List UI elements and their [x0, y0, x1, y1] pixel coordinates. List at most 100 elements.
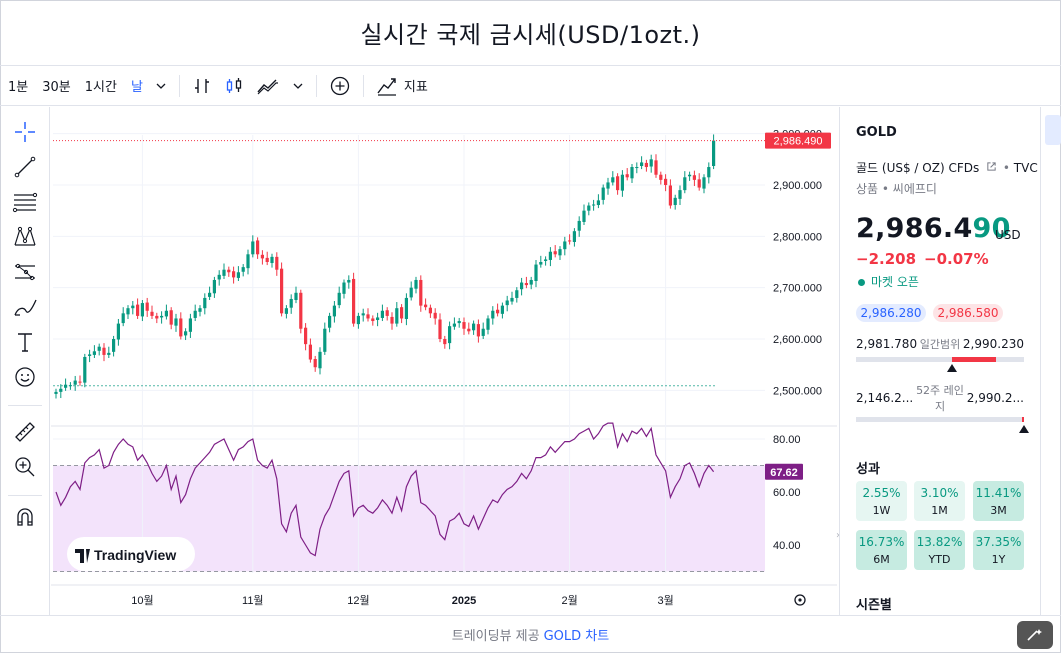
theme-toggle-icon[interactable] [1017, 621, 1053, 649]
candle-body [678, 190, 682, 199]
pattern-icon[interactable] [10, 222, 40, 252]
drawing-toolbar [0, 107, 50, 615]
price-chart[interactable]: 3,000.0002,900.0002,800.0002,700.0002,60… [51, 107, 837, 615]
candle-body [145, 302, 149, 311]
candle-body [496, 309, 500, 314]
chart-type-dropdown-icon[interactable] [286, 66, 310, 105]
candle-body [712, 140, 716, 167]
interval-30m-button[interactable]: 30분 [42, 80, 71, 95]
external-link-icon[interactable] [986, 161, 997, 172]
fib-icon[interactable] [10, 187, 40, 217]
candle-body [102, 347, 106, 355]
candle-body [544, 259, 548, 261]
footer-link[interactable]: GOLD 차트 [543, 629, 610, 644]
candle-body [587, 205, 591, 211]
candle-body [164, 310, 168, 317]
magnet-icon[interactable] [10, 502, 40, 532]
perf-value: 11.41% [975, 486, 1022, 500]
time-tick-label: 12월 [347, 594, 369, 607]
bar-chart-icon[interactable] [186, 66, 218, 105]
perf-1y[interactable]: 37.35% 1Y [973, 530, 1024, 570]
brush-icon[interactable] [10, 292, 40, 322]
tradingview-logo-icon [75, 549, 90, 563]
candle-body [174, 318, 178, 326]
indicators-label: 지표 [403, 80, 428, 95]
candle-body [304, 327, 308, 345]
candle-body [500, 305, 504, 314]
rsi-line [55, 422, 715, 557]
interval-day-button[interactable]: 날 [130, 80, 143, 95]
candle-body [606, 182, 610, 189]
perf-1m[interactable]: 3.10% 1M [914, 481, 965, 521]
candle-body [212, 279, 216, 294]
toolbar-divider [315, 74, 317, 97]
candle-body [462, 322, 466, 329]
perf-label: 1M [931, 504, 948, 517]
candle-body [352, 278, 356, 324]
perf-ytd[interactable]: 13.82% YTD [914, 530, 965, 570]
rsi-tick-label: 60.00 [773, 487, 801, 499]
time-tick-label: 10월 [131, 594, 153, 607]
symbol-name[interactable]: GOLD [856, 125, 897, 140]
candle-body [256, 240, 260, 255]
symbol-description-text: 골드 (US$ / OZ) CFDs [856, 161, 980, 175]
crosshair-icon[interactable] [10, 117, 40, 147]
candle-body [568, 240, 572, 242]
candle-body [452, 323, 456, 327]
perf-value: 37.35% [975, 535, 1022, 549]
ruler-icon[interactable] [10, 417, 40, 447]
tradingview-watermark: TradingView [94, 547, 176, 563]
area-chart-icon[interactable] [250, 66, 286, 105]
trendline-icon[interactable] [10, 152, 40, 182]
interval-1m-button[interactable]: 1분 [8, 80, 29, 95]
candle-body [323, 328, 327, 352]
candle-body [692, 175, 696, 180]
prediction-icon[interactable] [10, 257, 40, 287]
watchlist-icon[interactable] [1045, 115, 1061, 145]
perf-3m[interactable]: 11.41% 3M [973, 481, 1024, 521]
text-icon[interactable] [10, 327, 40, 357]
perf-1w[interactable]: 2.55% 1W [856, 481, 907, 521]
time-tick-label: 3월 [657, 594, 673, 607]
candle-chart-icon[interactable] [218, 66, 250, 105]
candle-body [520, 282, 524, 290]
candle-body [198, 308, 202, 312]
year-range: 2,146.2... 52주 레인지 2,990.2... [856, 382, 1024, 414]
candle-body [529, 279, 533, 285]
day-range-marker-icon [947, 364, 957, 372]
candle-body [428, 307, 432, 314]
candle-body [64, 384, 68, 388]
candle-body [697, 179, 701, 188]
rsi-value-label: 67.62 [770, 467, 798, 479]
candle-body [510, 297, 514, 302]
emoji-icon[interactable] [10, 362, 40, 392]
candle-body [246, 254, 250, 269]
candle-body [577, 220, 581, 231]
candle-body [265, 257, 269, 262]
chart-area[interactable]: 3,000.0002,900.0002,800.0002,700.0002,60… [51, 107, 837, 615]
price-tick-label: 2,800.000 [773, 231, 822, 243]
candle-body [404, 297, 408, 319]
candle-body [347, 279, 351, 283]
price-tick-label: 2,900.000 [773, 180, 822, 192]
interval-dropdown-icon[interactable] [149, 66, 173, 105]
interval-1h-button[interactable]: 1시간 [84, 80, 117, 95]
indicators-icon [377, 77, 396, 96]
candle-body [616, 176, 620, 191]
perf-6m[interactable]: 16.73% 6M [856, 530, 907, 570]
candle-body [664, 178, 668, 185]
indicators-button[interactable]: 지표 [370, 66, 434, 105]
candle-body [280, 268, 284, 314]
time-tick-label: 11월 [242, 594, 264, 607]
compare-add-icon[interactable] [323, 66, 357, 105]
candle-body [673, 197, 677, 206]
candle-body [553, 251, 557, 255]
candle-body [620, 174, 624, 191]
collapse-panel-icon[interactable]: › [836, 530, 840, 541]
perf-label: 1W [872, 504, 891, 517]
change-pct: −0.07% [924, 250, 989, 268]
year-range-fill [1022, 417, 1024, 422]
candle-body [121, 313, 125, 324]
candle-body [184, 331, 188, 336]
zoom-icon[interactable] [10, 452, 40, 482]
